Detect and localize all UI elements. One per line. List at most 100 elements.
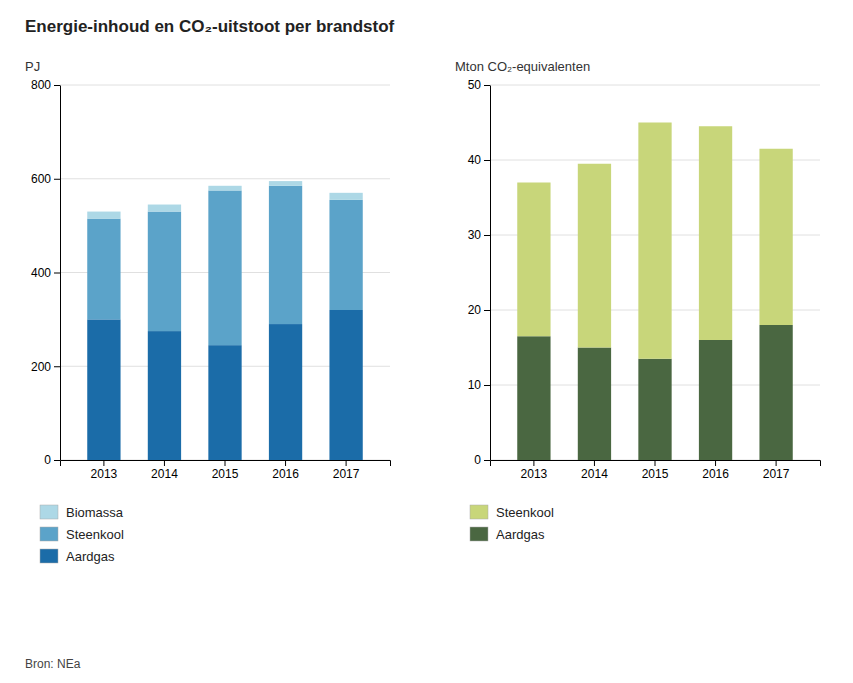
tick-mark: [715, 460, 716, 466]
bar: [208, 345, 241, 460]
bar: [329, 200, 362, 310]
bar-series: [87, 181, 363, 219]
tick-label: 40: [468, 153, 482, 167]
x-axis: 2013 2014 2015 2016 2017: [61, 460, 391, 481]
legend-swatch: [40, 549, 58, 563]
legend-item: Aardgas: [470, 527, 545, 542]
legend-item: Steenkool: [470, 505, 554, 520]
x-tick: 2017: [763, 460, 790, 481]
y-tick: 0: [44, 453, 60, 467]
legend-swatch: [40, 505, 58, 519]
legend: Biomassa Steenkool Aardgas: [40, 505, 124, 564]
legend-label: Steenkool: [66, 527, 124, 542]
tick-label: 2015: [212, 467, 239, 481]
legend-label: Steenkool: [496, 505, 554, 520]
grid: [490, 85, 820, 460]
tick-mark: [655, 460, 656, 466]
y-axis-title: Mton CO₂-equivalenten: [455, 59, 590, 74]
bar: [638, 123, 671, 359]
legend-swatch: [470, 527, 488, 541]
bar: [329, 193, 362, 200]
x-tick: 2013: [521, 460, 548, 481]
tick-mark: [484, 235, 490, 236]
tick-label: 400: [31, 266, 51, 280]
x-tick: 2013: [91, 460, 118, 481]
bar: [269, 181, 302, 186]
x-tick: 2016: [272, 460, 299, 481]
tick-label: 2017: [763, 467, 790, 481]
tick-label: 2017: [333, 467, 360, 481]
bar: [269, 324, 302, 460]
axis-line: [60, 86, 61, 461]
y-tick: 600: [31, 172, 60, 186]
legend-item: Aardgas: [40, 549, 115, 564]
bar: [208, 190, 241, 345]
tick-mark: [54, 179, 60, 180]
tick-label: 600: [31, 172, 51, 186]
tick-label: 10: [468, 378, 482, 392]
bar: [148, 205, 181, 212]
grid-line: [60, 85, 390, 86]
tick-mark: [103, 460, 104, 466]
x-tick: 2015: [212, 460, 239, 481]
y-tick: 20: [468, 303, 490, 317]
y-tick: 200: [31, 360, 60, 374]
tick-mark: [54, 273, 60, 274]
tick-label: 2016: [272, 467, 299, 481]
panel: 2013 2014 2015 2016 2017 0 10 20 30 40 50 Mton CO₂-…: [455, 59, 821, 542]
tick-mark: [484, 310, 490, 311]
tick-label: 50: [468, 78, 482, 92]
tick-mark: [484, 85, 490, 86]
bar: [759, 149, 792, 325]
tick-mark: [54, 366, 60, 367]
legend-label: Aardgas: [66, 549, 115, 564]
legend-item: Steenkool: [40, 527, 124, 542]
x-tick: 2014: [581, 460, 608, 481]
bar: [329, 310, 362, 460]
y-tick: 800: [31, 78, 60, 92]
tick-mark: [225, 460, 226, 466]
tick-mark: [346, 460, 347, 466]
legend-label: Aardgas: [496, 527, 545, 542]
bar-series: [87, 186, 363, 345]
tick-label: 2014: [151, 467, 178, 481]
tick-mark: [54, 85, 60, 86]
tick-mark: [776, 460, 777, 466]
y-tick: 30: [468, 228, 490, 242]
panel: 201320142015201620170200400600800PJBioma…: [25, 59, 391, 564]
legend-item: Biomassa: [40, 505, 124, 520]
grid-line: [60, 178, 390, 179]
tick-mark: [285, 460, 286, 466]
legend: Steenkool Aardgas: [470, 505, 554, 542]
bar: [208, 186, 241, 191]
tick-label: 2014: [581, 467, 608, 481]
tick-label: 2016: [702, 467, 729, 481]
axis-line: [491, 461, 821, 467]
bar: [759, 325, 792, 460]
x-tick: 2015: [642, 460, 669, 481]
bar: [699, 340, 732, 460]
tick-mark: [533, 460, 534, 466]
bar: [699, 126, 732, 340]
bar: [87, 219, 120, 320]
chart-svg: Energie-inhoud en CO₂-uitstoot per brand…: [0, 0, 853, 683]
title: Energie-inhoud en CO₂-uitstoot per brand…: [25, 17, 395, 36]
tick-label: 0: [44, 453, 51, 467]
y-tick: 50: [468, 78, 490, 92]
bars: [517, 123, 793, 461]
y-tick: 400: [31, 266, 60, 280]
tick-label: 0: [474, 453, 481, 467]
tick-label: 30: [468, 228, 482, 242]
tick-mark: [484, 460, 490, 461]
axis-line: [61, 461, 391, 467]
bar-series: [517, 123, 793, 359]
y-axis: 0 200 400 600 800: [31, 78, 61, 467]
x-tick: 2017: [333, 460, 360, 481]
tick-label: 20: [468, 303, 482, 317]
legend-swatch: [470, 505, 488, 519]
bar: [87, 319, 120, 460]
bar: [269, 186, 302, 324]
y-axis: 0 10 20 30 40 50: [468, 78, 491, 467]
legend-label: Biomassa: [66, 505, 124, 520]
bar: [148, 331, 181, 460]
